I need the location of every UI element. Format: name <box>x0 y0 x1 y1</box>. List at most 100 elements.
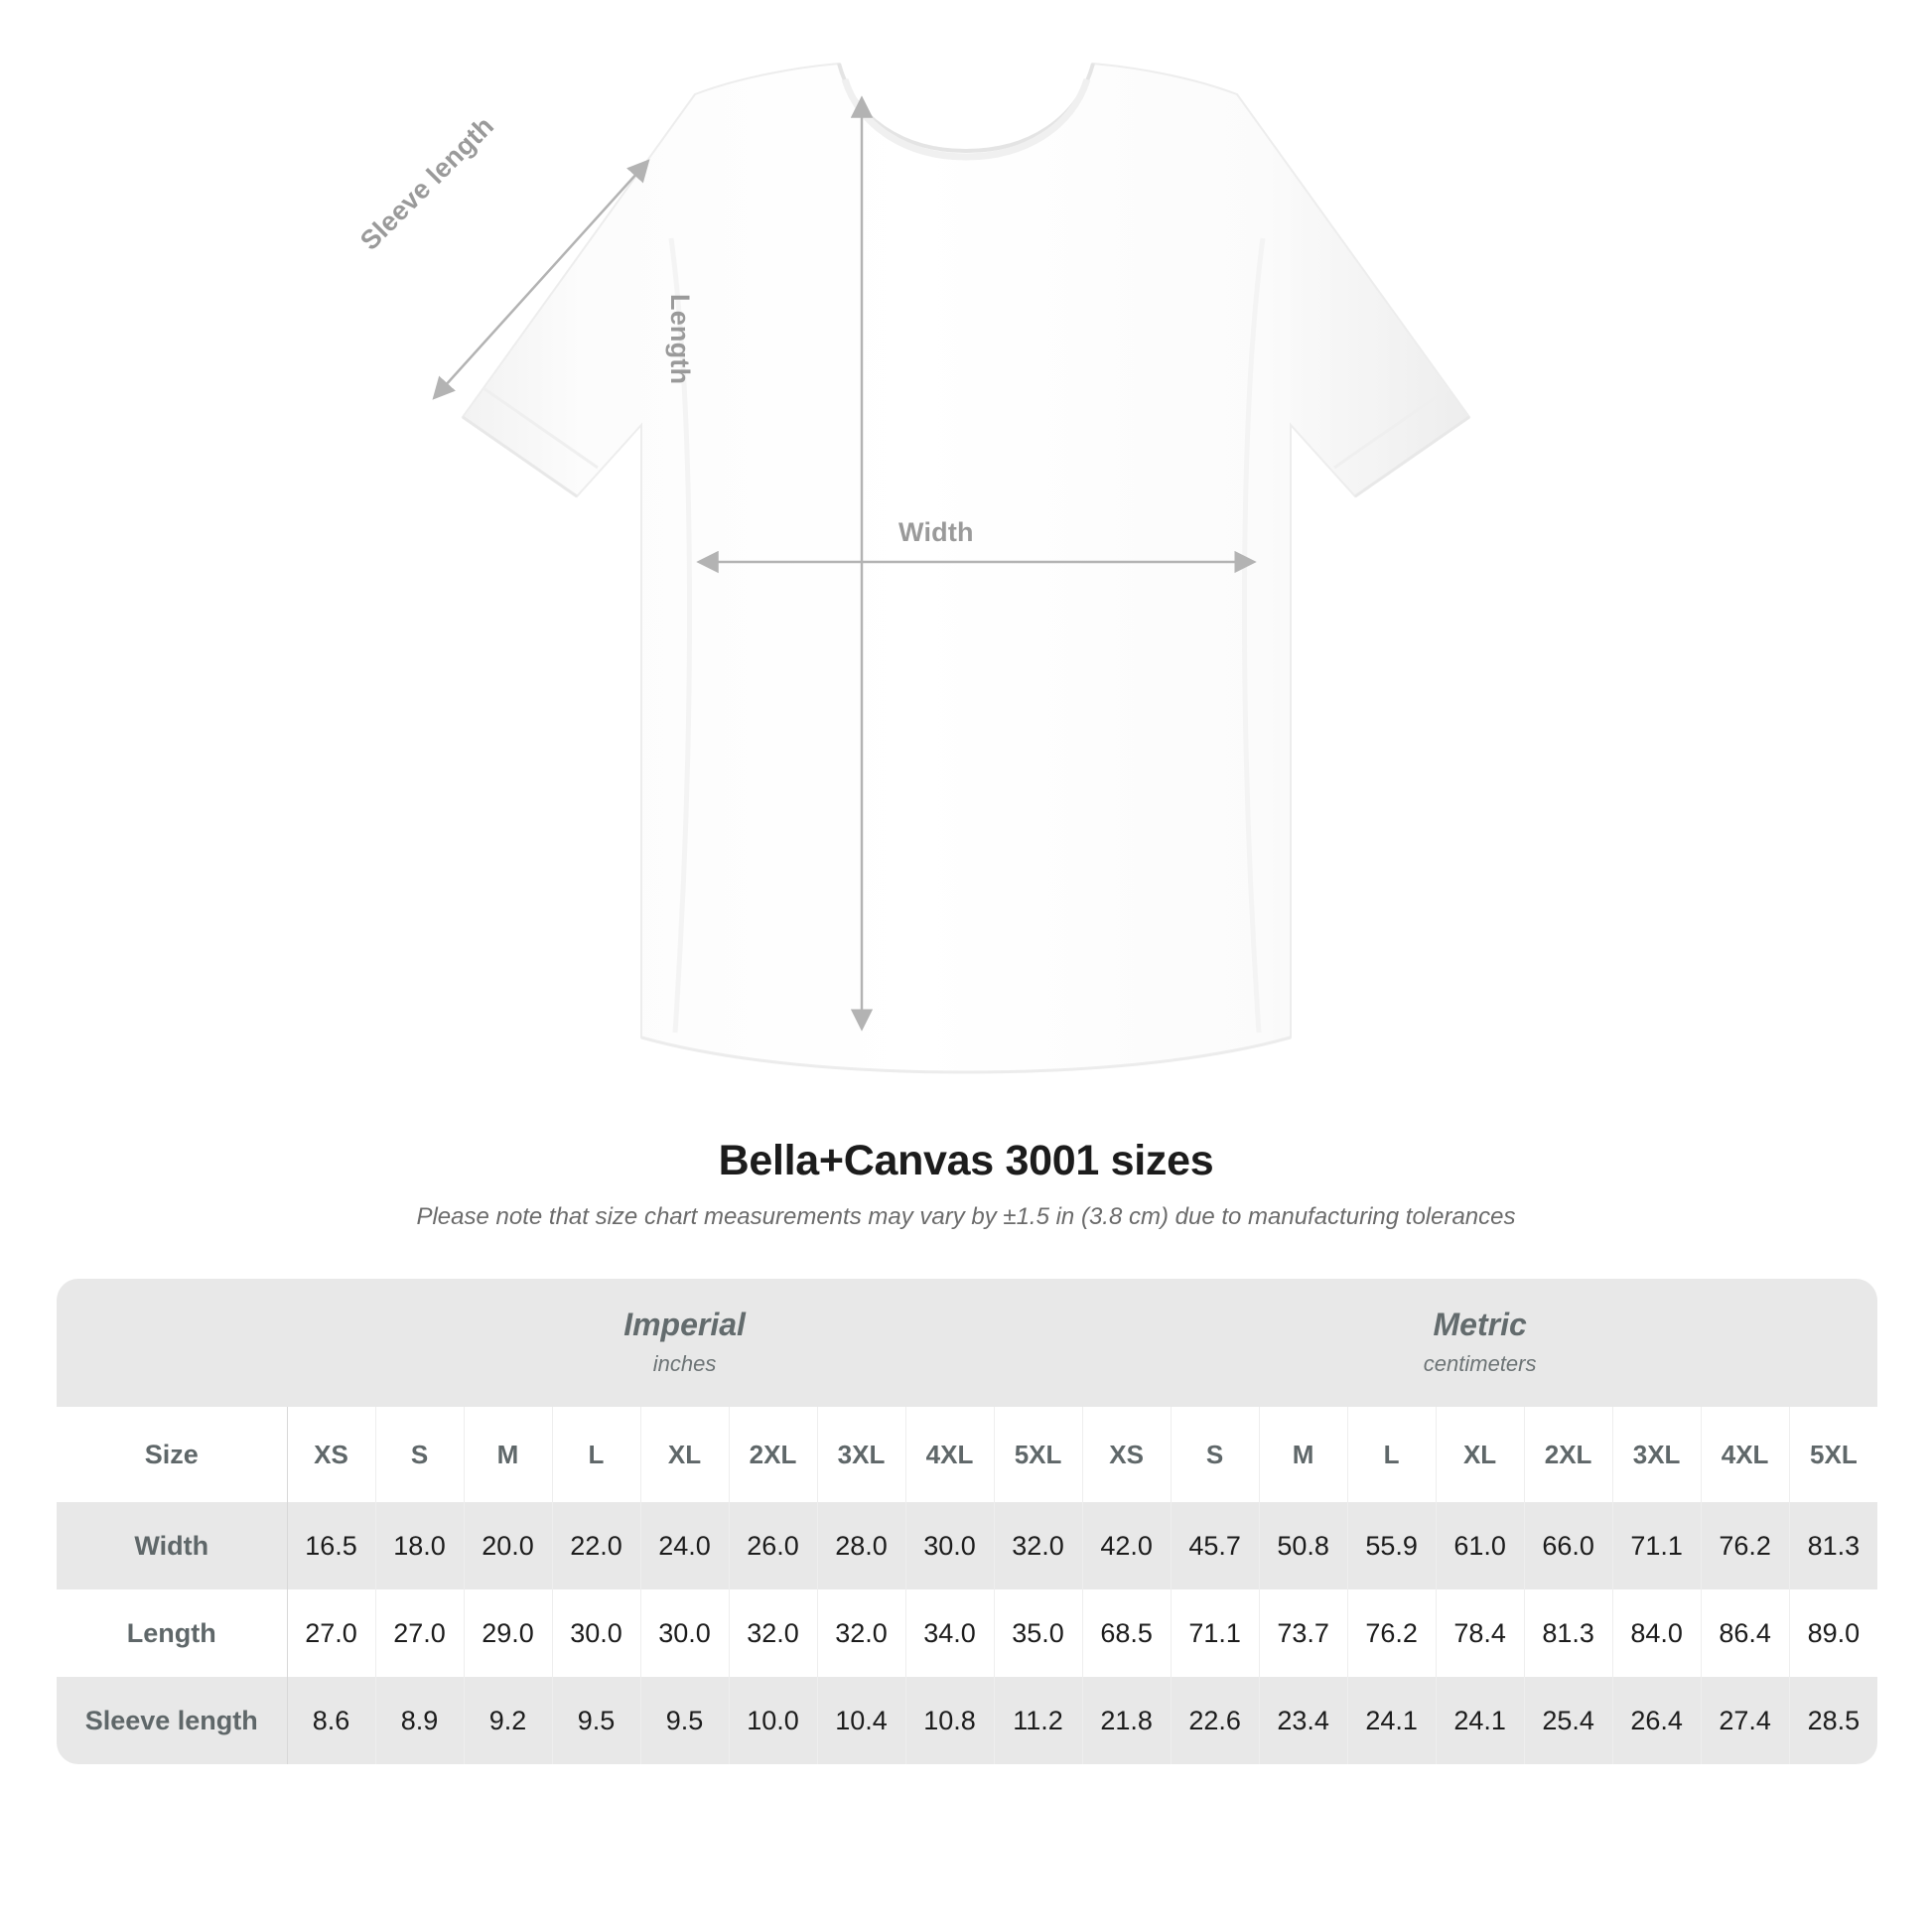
cell-length-metric-5xl: 89.0 <box>1789 1589 1878 1677</box>
cell-width-imperial-xs: 16.5 <box>286 1502 376 1589</box>
cell-sleeve-metric-l: 24.1 <box>1347 1677 1437 1764</box>
unit-banner-metric: Metric centimeters <box>1082 1279 1878 1407</box>
cell-width-imperial-5xl: 32.0 <box>994 1502 1083 1589</box>
title-block: Bella+Canvas 3001 sizes Please note that… <box>0 1137 1932 1231</box>
cell-length-imperial-xl: 30.0 <box>640 1589 730 1677</box>
cell-sleeve-metric-m: 23.4 <box>1259 1677 1348 1764</box>
cell-width-imperial-xl: 24.0 <box>640 1502 730 1589</box>
row-label-sleeve-length: Sleeve length <box>57 1677 288 1764</box>
cell-length-metric-2xl: 81.3 <box>1524 1589 1613 1677</box>
size-header-imperial-l: L <box>552 1407 641 1502</box>
cell-length-imperial-m: 29.0 <box>464 1589 553 1677</box>
row-label-width: Width <box>57 1502 288 1589</box>
size-header-metric-m: M <box>1259 1407 1348 1502</box>
cell-sleeve-imperial-4xl: 10.8 <box>905 1677 995 1764</box>
size-header-imperial-3xl: 3XL <box>817 1407 906 1502</box>
cell-length-metric-xs: 68.5 <box>1081 1589 1172 1677</box>
page-title: Bella+Canvas 3001 sizes <box>718 1137 1214 1184</box>
cell-sleeve-metric-2xl: 25.4 <box>1524 1677 1613 1764</box>
cell-width-metric-xs: 42.0 <box>1081 1502 1172 1589</box>
size-header-metric-4xl: 4XL <box>1701 1407 1790 1502</box>
cell-length-metric-xl: 78.4 <box>1436 1589 1525 1677</box>
size-header-imperial-4xl: 4XL <box>905 1407 995 1502</box>
tshirt-diagram-svg <box>432 62 1471 1074</box>
cell-width-metric-l: 55.9 <box>1347 1502 1437 1589</box>
cell-length-metric-4xl: 86.4 <box>1701 1589 1790 1677</box>
imperial-unit: inches <box>652 1351 717 1376</box>
cell-length-metric-m: 73.7 <box>1259 1589 1348 1677</box>
cell-length-imperial-3xl: 32.0 <box>817 1589 906 1677</box>
cell-width-metric-m: 50.8 <box>1259 1502 1348 1589</box>
cell-width-metric-xl: 61.0 <box>1436 1502 1525 1589</box>
cell-width-metric-3xl: 71.1 <box>1612 1502 1702 1589</box>
cell-sleeve-imperial-xl: 9.5 <box>640 1677 730 1764</box>
cell-sleeve-imperial-3xl: 10.4 <box>817 1677 906 1764</box>
size-header-metric-2xl: 2XL <box>1524 1407 1613 1502</box>
cell-sleeve-metric-3xl: 26.4 <box>1612 1677 1702 1764</box>
size-header-metric-5xl: 5XL <box>1789 1407 1878 1502</box>
metric-unit: centimeters <box>1423 1351 1537 1376</box>
unit-system-row: Imperial inches Metric centimeters <box>57 1279 1878 1407</box>
cell-sleeve-imperial-2xl: 10.0 <box>729 1677 818 1764</box>
cell-length-imperial-5xl: 35.0 <box>994 1589 1083 1677</box>
size-table-wrapper: Imperial inches Metric centimeters Size … <box>57 1279 1878 1764</box>
cell-width-metric-s: 45.7 <box>1171 1502 1260 1589</box>
size-header-metric-s: S <box>1171 1407 1260 1502</box>
cell-length-metric-3xl: 84.0 <box>1612 1589 1702 1677</box>
tolerance-note: Please note that size chart measurements… <box>416 1203 1516 1230</box>
size-header-imperial-5xl: 5XL <box>994 1407 1083 1502</box>
size-header-imperial-m: M <box>464 1407 553 1502</box>
size-header-metric-xl: XL <box>1436 1407 1525 1502</box>
cell-width-imperial-m: 20.0 <box>464 1502 553 1589</box>
cell-width-metric-5xl: 81.3 <box>1789 1502 1878 1589</box>
garment-illustration: Sleeve length Length Width <box>354 62 1471 1074</box>
size-header-row: Size XS S M L XL 2XL 3XL 4XL 5XL XS S M … <box>57 1407 1878 1502</box>
cell-length-imperial-l: 30.0 <box>552 1589 641 1677</box>
cell-length-imperial-2xl: 32.0 <box>729 1589 818 1677</box>
cell-sleeve-metric-s: 22.6 <box>1171 1677 1260 1764</box>
unit-banner-spacer <box>57 1279 287 1407</box>
metric-name: Metric <box>1433 1307 1527 1342</box>
cell-width-imperial-l: 22.0 <box>552 1502 641 1589</box>
sleeve-length-arrow <box>432 159 650 400</box>
cell-sleeve-metric-xs: 21.8 <box>1081 1677 1172 1764</box>
cell-width-metric-2xl: 66.0 <box>1524 1502 1613 1589</box>
size-header-label: Size <box>57 1407 288 1502</box>
size-table: Imperial inches Metric centimeters Size … <box>57 1279 1878 1764</box>
cell-length-metric-l: 76.2 <box>1347 1589 1437 1677</box>
cell-width-imperial-4xl: 30.0 <box>905 1502 995 1589</box>
size-header-imperial-xl: XL <box>640 1407 730 1502</box>
size-header-imperial-xs: XS <box>286 1407 376 1502</box>
cell-sleeve-imperial-s: 8.9 <box>375 1677 465 1764</box>
size-header-imperial-s: S <box>375 1407 465 1502</box>
cell-length-metric-s: 71.1 <box>1171 1589 1260 1677</box>
cell-width-metric-4xl: 76.2 <box>1701 1502 1790 1589</box>
cell-sleeve-imperial-5xl: 11.2 <box>994 1677 1083 1764</box>
cell-length-imperial-4xl: 34.0 <box>905 1589 995 1677</box>
cell-sleeve-imperial-xs: 8.6 <box>286 1677 376 1764</box>
cell-width-imperial-2xl: 26.0 <box>729 1502 818 1589</box>
cell-sleeve-metric-xl: 24.1 <box>1436 1677 1525 1764</box>
tshirt-shape <box>461 62 1471 1074</box>
table-row-width: Width 16.5 18.0 20.0 22.0 24.0 26.0 28.0… <box>57 1502 1878 1589</box>
cell-sleeve-imperial-l: 9.5 <box>552 1677 641 1764</box>
size-header-metric-3xl: 3XL <box>1612 1407 1702 1502</box>
size-header-metric-xs: XS <box>1081 1407 1172 1502</box>
size-header-imperial-2xl: 2XL <box>729 1407 818 1502</box>
table-row-sleeve-length: Sleeve length 8.6 8.9 9.2 9.5 9.5 10.0 1… <box>57 1677 1878 1764</box>
cell-length-imperial-s: 27.0 <box>375 1589 465 1677</box>
imperial-name: Imperial <box>623 1307 746 1342</box>
cell-width-imperial-3xl: 28.0 <box>817 1502 906 1589</box>
cell-width-imperial-s: 18.0 <box>375 1502 465 1589</box>
width-dimension-label: Width <box>898 517 974 547</box>
cell-sleeve-imperial-m: 9.2 <box>464 1677 553 1764</box>
cell-sleeve-metric-5xl: 28.5 <box>1789 1677 1878 1764</box>
table-row-length: Length 27.0 27.0 29.0 30.0 30.0 32.0 32.… <box>57 1589 1878 1677</box>
cell-sleeve-metric-4xl: 27.4 <box>1701 1677 1790 1764</box>
length-dimension-label: Length <box>665 294 695 385</box>
size-header-metric-l: L <box>1347 1407 1437 1502</box>
row-label-length: Length <box>57 1589 288 1677</box>
cell-length-imperial-xs: 27.0 <box>286 1589 376 1677</box>
unit-banner-imperial: Imperial inches <box>287 1279 1083 1407</box>
